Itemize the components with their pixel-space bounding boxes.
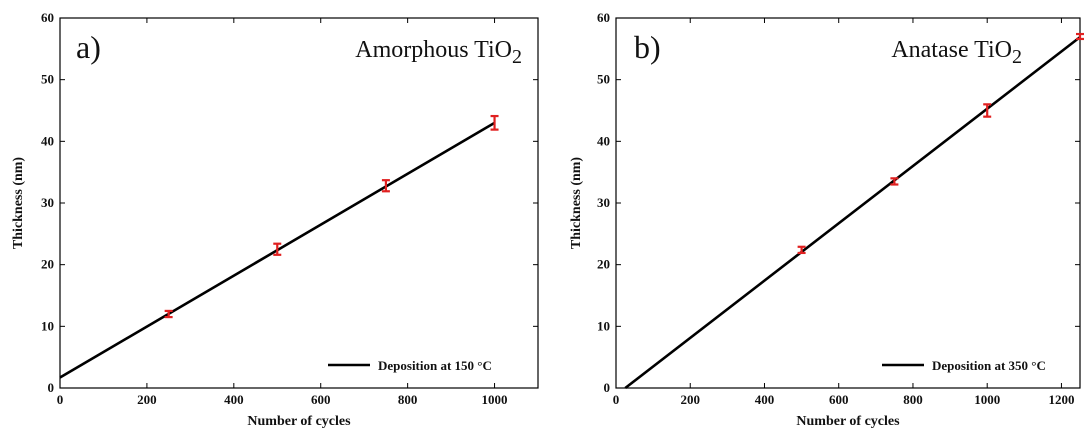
y-tick-label: 30 bbox=[41, 195, 54, 210]
x-tick-label: 0 bbox=[57, 392, 64, 407]
x-axis-label: Number of cycles bbox=[247, 414, 351, 429]
plot-frame bbox=[615, 17, 1081, 389]
legend-label: Deposition at 150 °C bbox=[378, 358, 492, 373]
y-tick-label: 20 bbox=[41, 257, 54, 272]
legend-label: Deposition at 350 °C bbox=[932, 358, 1046, 373]
y-tick-label: 40 bbox=[41, 133, 54, 148]
y-axis-label: Thickness (nm) bbox=[11, 157, 26, 250]
x-tick-label: 600 bbox=[311, 392, 331, 407]
x-tick-label: 400 bbox=[224, 392, 244, 407]
legend: Deposition at 150 °C bbox=[328, 358, 492, 373]
x-axis-ticks: 0 200 400 600 800 1000 1200 bbox=[613, 18, 1074, 407]
y-tick-label: 60 bbox=[597, 10, 610, 25]
data-point-errorbar bbox=[273, 242, 282, 256]
x-tick-label: 800 bbox=[398, 392, 418, 407]
y-tick-label: 60 bbox=[41, 10, 54, 25]
x-tick-label: 1000 bbox=[974, 392, 1000, 407]
y-axis-ticks: 0 10 20 30 40 50 60 bbox=[597, 10, 1080, 395]
x-tick-label: 200 bbox=[680, 392, 700, 407]
y-tick-label: 10 bbox=[41, 318, 54, 333]
data-point-errorbar bbox=[983, 103, 992, 118]
x-axis-ticks: 0 200 400 600 800 1000 bbox=[57, 18, 508, 407]
material-label: Amorphous TiO2 bbox=[355, 37, 522, 68]
fit-line bbox=[624, 36, 1081, 390]
x-axis-label: Number of cycles bbox=[796, 414, 900, 429]
data-point-errorbar bbox=[381, 179, 390, 193]
data-point-errorbar bbox=[890, 177, 899, 186]
data-point-errorbar bbox=[1076, 32, 1084, 41]
x-tick-label: 400 bbox=[755, 392, 775, 407]
y-axis-ticks: 0 10 20 30 40 50 60 bbox=[41, 10, 538, 395]
y-tick-label: 40 bbox=[597, 133, 610, 148]
x-tick-label: 800 bbox=[903, 392, 923, 407]
y-tick-label: 30 bbox=[597, 195, 610, 210]
data-points bbox=[164, 114, 499, 319]
y-axis-label: Thickness (nm) bbox=[569, 157, 584, 250]
y-tick-label: 10 bbox=[597, 318, 610, 333]
data-point-errorbar bbox=[164, 309, 173, 319]
y-tick-label: 0 bbox=[48, 380, 55, 395]
y-tick-label: 0 bbox=[604, 380, 611, 395]
y-tick-label: 50 bbox=[41, 72, 54, 87]
chart-panel-a: 0 10 20 30 40 50 60 0 200 400 600 800 1000 a) Amorp… bbox=[11, 10, 539, 429]
x-tick-label: 600 bbox=[829, 392, 849, 407]
material-label: Anatase TiO2 bbox=[891, 37, 1022, 68]
chart-panel-b: 0 10 20 30 40 50 60 0 200 400 600 800 1000 1200 b) A… bbox=[569, 10, 1084, 429]
panel-label: b) bbox=[634, 29, 661, 65]
data-points bbox=[797, 32, 1084, 255]
data-point-errorbar bbox=[490, 114, 499, 131]
y-tick-label: 50 bbox=[597, 72, 610, 87]
data-point-errorbar bbox=[797, 245, 806, 255]
x-tick-label: 1000 bbox=[482, 392, 508, 407]
plot-frame bbox=[59, 17, 539, 389]
x-tick-label: 1200 bbox=[1048, 392, 1074, 407]
panel-label: a) bbox=[76, 29, 101, 65]
y-tick-label: 20 bbox=[597, 257, 610, 272]
x-tick-label: 0 bbox=[613, 392, 620, 407]
x-tick-label: 200 bbox=[137, 392, 157, 407]
legend: Deposition at 350 °C bbox=[882, 358, 1046, 373]
